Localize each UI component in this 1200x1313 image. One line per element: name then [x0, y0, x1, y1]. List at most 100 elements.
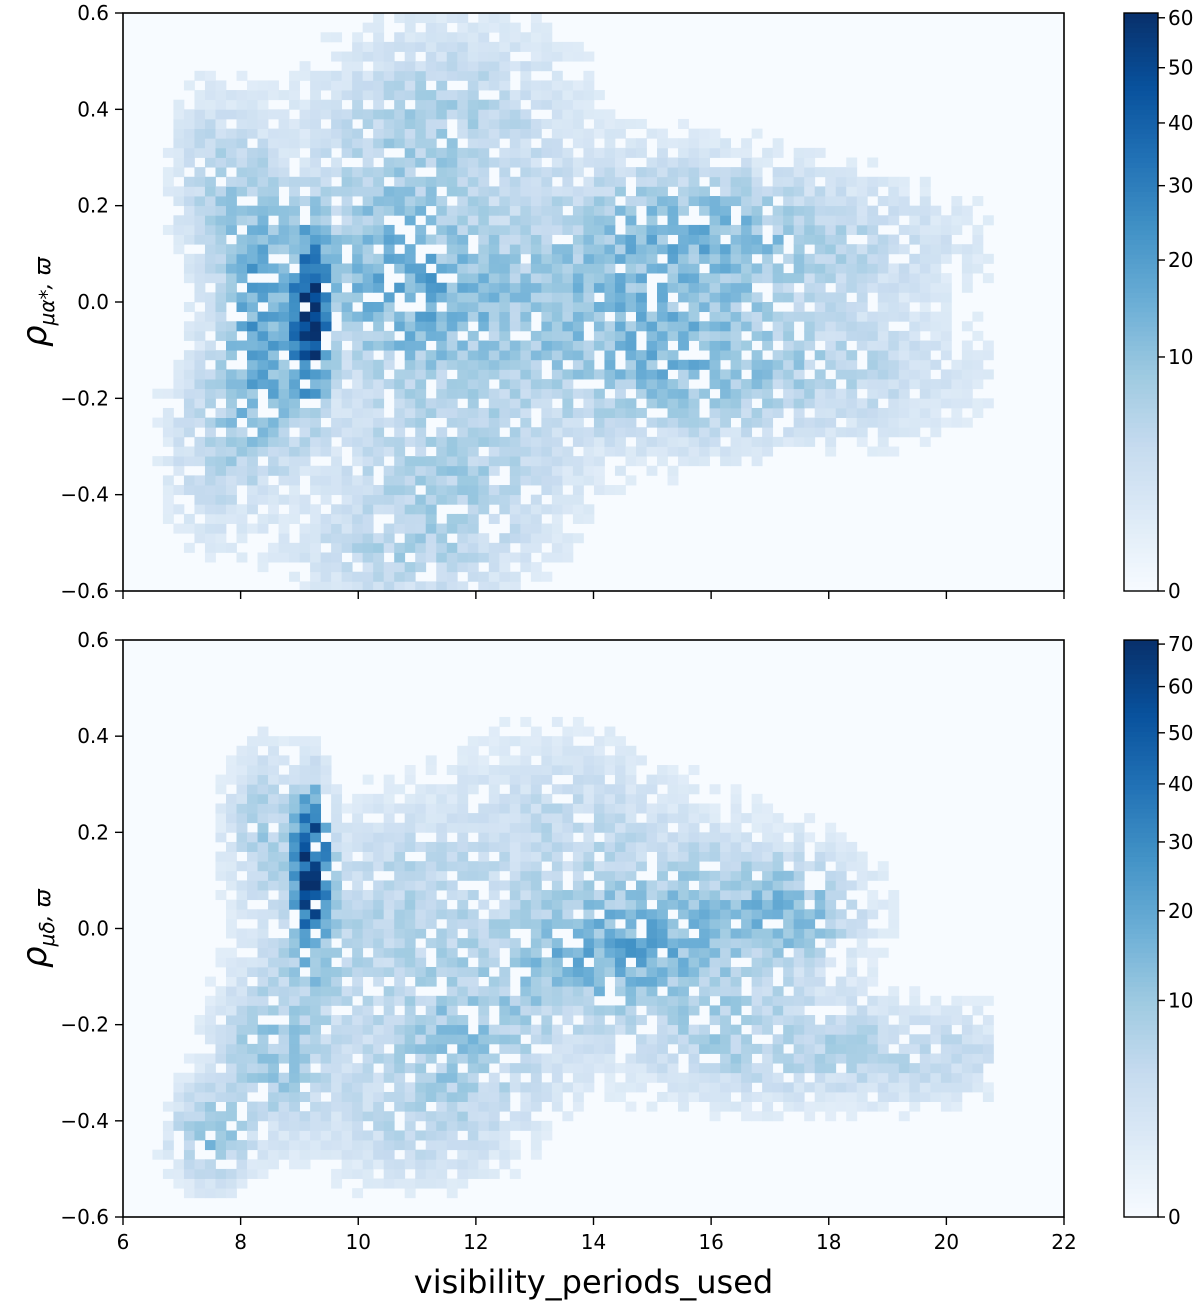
heatmap-cell: [499, 283, 510, 293]
heatmap-cell: [279, 369, 290, 379]
heatmap-cell: [520, 986, 531, 996]
heatmap-cell: [678, 938, 689, 948]
heatmap-cell: [331, 90, 342, 100]
heatmap-cell: [531, 938, 542, 948]
heatmap-cell: [510, 312, 521, 322]
heatmap-cell: [594, 746, 605, 756]
heatmap-cell: [794, 967, 805, 977]
heatmap-cell: [363, 504, 374, 514]
heatmap-cell: [615, 794, 626, 804]
heatmap-cell: [258, 437, 269, 447]
heatmap-cell: [531, 765, 542, 775]
heatmap-cell: [762, 996, 773, 1006]
heatmap-cell: [436, 167, 447, 177]
heatmap-cell: [268, 938, 279, 948]
heatmap-cell: [173, 109, 184, 119]
heatmap-cell: [331, 350, 342, 360]
heatmap-cell: [310, 871, 321, 881]
heatmap-cell: [489, 263, 500, 273]
heatmap-cell: [752, 813, 763, 823]
heatmap-cell: [668, 803, 679, 813]
heatmap-cell: [552, 100, 563, 110]
heatmap-cell: [594, 475, 605, 485]
heatmap-cell: [258, 100, 269, 110]
heatmap-cell: [289, 871, 300, 881]
heatmap-cell: [489, 1102, 500, 1112]
heatmap-cell: [604, 1073, 615, 1083]
heatmap-cell: [520, 206, 531, 216]
heatmap-cell: [436, 427, 447, 437]
heatmap-cell: [205, 129, 216, 139]
heatmap-cell: [752, 302, 763, 312]
heatmap-cell: [321, 427, 332, 437]
heatmap-cell: [268, 1073, 279, 1083]
heatmap-cell: [373, 1102, 384, 1112]
heatmap-cell: [615, 379, 626, 389]
heatmap-cell: [678, 398, 689, 408]
heatmap-cell: [647, 996, 658, 1006]
heatmap-cell: [342, 929, 353, 939]
heatmap-cell: [573, 871, 584, 881]
heatmap-cell: [468, 775, 479, 785]
heatmap-cell: [457, 967, 468, 977]
heatmap-cell: [867, 273, 878, 283]
heatmap-cell: [531, 784, 542, 794]
heatmap-cell: [520, 196, 531, 206]
heatmap-cell: [867, 321, 878, 331]
heatmap-cell: [468, 823, 479, 833]
heatmap-cell: [552, 967, 563, 977]
heatmap-cell: [415, 456, 426, 466]
heatmap-cell: [604, 225, 615, 235]
heatmap-cell: [762, 369, 773, 379]
heatmap-cell: [226, 842, 237, 852]
heatmap-cell: [604, 861, 615, 871]
heatmap-cell: [247, 1082, 258, 1092]
heatmap-cell: [215, 312, 226, 322]
heatmap-cell: [279, 823, 290, 833]
heatmap-cell: [342, 852, 353, 862]
heatmap-cell: [888, 389, 899, 399]
heatmap-cell: [426, 119, 437, 129]
heatmap-cell: [731, 292, 742, 302]
heatmap-cell: [752, 369, 763, 379]
heatmap-cell: [752, 1005, 763, 1015]
heatmap-cell: [163, 1121, 174, 1131]
heatmap-cell: [783, 379, 794, 389]
heatmap-cell: [541, 832, 552, 842]
heatmap-cell: [562, 977, 573, 987]
heatmap-cell: [783, 1092, 794, 1102]
heatmap-cell: [447, 263, 458, 273]
heatmap-cell: [342, 1092, 353, 1102]
heatmap-cell: [457, 427, 468, 437]
heatmap-cell: [194, 186, 205, 196]
heatmap-cell: [573, 514, 584, 524]
heatmap-cell: [394, 369, 405, 379]
heatmap-cell: [194, 1082, 205, 1092]
heatmap-cell: [794, 919, 805, 929]
heatmap-cell: [352, 1111, 363, 1121]
heatmap-cell: [205, 437, 216, 447]
heatmap-cell: [268, 138, 279, 148]
heatmap-cell: [636, 842, 647, 852]
heatmap-cell: [699, 244, 710, 254]
heatmap-cell: [352, 1005, 363, 1015]
heatmap-cell: [300, 283, 311, 293]
heatmap-cell: [468, 1092, 479, 1102]
heatmap-cell: [405, 1015, 416, 1025]
heatmap-cell: [384, 524, 395, 534]
heatmap-cell: [783, 977, 794, 987]
heatmap-cell: [825, 312, 836, 322]
heatmap-cell: [205, 1111, 216, 1121]
heatmap-cell: [720, 900, 731, 910]
heatmap-cell: [741, 447, 752, 457]
heatmap-cell: [531, 379, 542, 389]
heatmap-cell: [531, 61, 542, 71]
heatmap-cell: [541, 138, 552, 148]
heatmap-cell: [279, 1073, 290, 1083]
heatmap-cell: [226, 504, 237, 514]
heatmap-cell: [289, 572, 300, 582]
heatmap-cell: [615, 1092, 626, 1102]
heatmap-cell: [878, 447, 889, 457]
heatmap-cell: [489, 727, 500, 737]
heatmap-cell: [794, 1015, 805, 1025]
